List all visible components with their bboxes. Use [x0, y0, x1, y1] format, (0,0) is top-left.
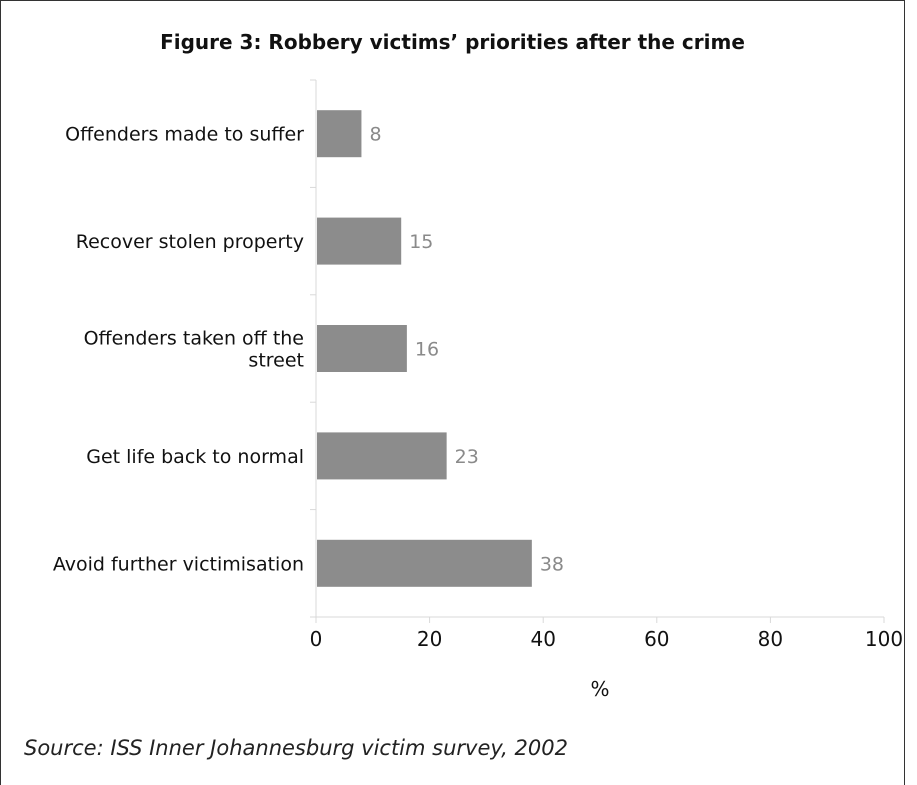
bar: [317, 110, 362, 158]
category-label: Avoid further victimisation: [53, 553, 304, 575]
x-tick-label: 100: [865, 627, 903, 651]
category-label: Recover stolen property: [76, 231, 304, 253]
bar: [317, 217, 402, 265]
x-tick-label: 40: [530, 627, 555, 651]
data-label: 38: [540, 553, 564, 575]
source-note: Source: ISS Inner Johannesburg victim su…: [24, 736, 568, 760]
data-label: 15: [409, 231, 433, 253]
category-label: Offenders made to suffer: [65, 124, 304, 146]
data-label: 23: [455, 446, 479, 468]
data-label: 8: [369, 124, 381, 146]
bar: [317, 432, 447, 480]
category-label: Offenders taken off the street: [84, 328, 304, 372]
chart-title: Figure 3: Robbery victims’ priorities af…: [160, 30, 745, 54]
data-label: 16: [415, 339, 439, 361]
category-label: Get life back to normal: [86, 446, 304, 468]
x-tick-label: 20: [417, 627, 442, 651]
x-axis-title: %: [590, 677, 609, 701]
x-tick-label: 60: [644, 627, 669, 651]
x-tick-label: 0: [310, 627, 323, 651]
x-tick-label: 80: [758, 627, 783, 651]
bar: [317, 325, 407, 372]
bar: [317, 539, 532, 587]
